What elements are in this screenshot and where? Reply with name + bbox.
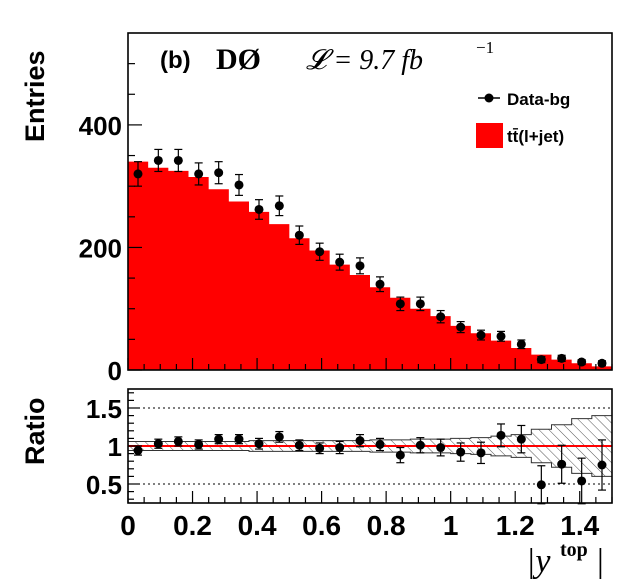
data-point (133, 169, 143, 179)
data-point (254, 204, 264, 214)
x-axis-title: |y top | (526, 539, 604, 580)
ratio-reference-lines (128, 407, 612, 485)
data-point (436, 312, 446, 322)
ratio-y-tick-label: 1 (108, 432, 122, 462)
data-point (476, 330, 486, 340)
luminosity-label: 𝓛 = 9.7 fb (306, 45, 423, 76)
legend-data-marker (484, 93, 494, 103)
x-tick-label: 1 (443, 510, 459, 541)
data-point (294, 230, 304, 240)
main-y-axis-title: Entries (20, 50, 50, 142)
y-tick-label: 400 (79, 111, 122, 141)
data-point (597, 358, 607, 368)
data-point (274, 201, 284, 211)
legend-data-label: Data-bg (507, 90, 570, 109)
data-point (577, 357, 587, 367)
ratio-point (274, 432, 284, 442)
data-point (536, 355, 546, 365)
ratio-point (516, 434, 526, 444)
ratio-point (496, 430, 506, 440)
x-tick-label: 0.2 (173, 510, 212, 541)
x-tick-label: 0 (120, 510, 136, 541)
x-axis-title-close: | (597, 543, 604, 580)
data-bg-points (133, 148, 607, 368)
ratio-point (133, 446, 143, 456)
ratio-point (294, 440, 304, 450)
ratio-point (214, 434, 224, 444)
data-point (173, 155, 183, 165)
ratio-point (456, 447, 466, 457)
ratio-y-tick-label: 0.5 (86, 470, 122, 500)
ratio-point (173, 436, 183, 446)
ratio-point (194, 439, 204, 449)
data-point (516, 339, 526, 349)
ratio-point (355, 436, 365, 446)
ratio-point (375, 439, 385, 449)
data-point (194, 169, 204, 179)
main-panel: 0 200 400 (79, 32, 613, 386)
ratio-point (234, 434, 244, 444)
data-point (153, 155, 163, 165)
ratio-y-ticks: 0.5 1 1.5 (86, 392, 140, 500)
ratio-point (536, 480, 546, 490)
main-frame (127, 32, 613, 371)
legend-mc-swatch (476, 123, 503, 148)
x-tick-label: 0.4 (238, 510, 277, 541)
ratio-x-ticks: 0 0.2 0.4 0.6 0.8 1 1.2 1.4 (120, 491, 613, 541)
y-tick-label: 0 (108, 356, 122, 386)
experiment-label: DØ (216, 43, 261, 76)
ratio-point (395, 450, 405, 460)
ratio-y-axis-title: Ratio (20, 398, 50, 466)
data-point (315, 247, 325, 257)
main-y-ticks: 0 200 400 (79, 63, 142, 386)
data-point (234, 180, 244, 190)
ratio-point (476, 448, 486, 458)
ratio-point (597, 460, 607, 470)
ratio-frame (127, 388, 613, 504)
x-axis-title-sup: top (560, 539, 588, 561)
data-point (415, 299, 425, 309)
data-point (355, 261, 365, 271)
ratio-point (254, 439, 264, 449)
ratio-point (577, 476, 587, 486)
data-point (335, 257, 345, 267)
main-x-ticks (127, 358, 613, 370)
data-point (456, 322, 466, 332)
x-axis-title-main: |y (526, 543, 551, 580)
ratio-point (436, 443, 446, 453)
panel-label: (b) (160, 47, 191, 74)
data-point (375, 279, 385, 289)
ratio-panel: 0.5 1 1.5 0 0.2 0.4 0.6 0.8 1 1.2 1.4 (86, 388, 613, 541)
legend-mc-label: tt̄(l+jet) (507, 127, 564, 146)
ttbar-mc-histogram (128, 161, 612, 370)
ratio-y-tick-label: 1.5 (86, 394, 122, 424)
data-point (395, 299, 405, 309)
data-point (496, 331, 506, 341)
ratio-points (133, 423, 607, 505)
data-point (214, 168, 224, 178)
x-tick-label: 0.6 (302, 510, 341, 541)
ratio-point (335, 443, 345, 453)
ratio-point (415, 440, 425, 450)
y-tick-label: 200 (79, 233, 122, 263)
ratio-point (315, 443, 325, 453)
ratio-point (153, 439, 163, 449)
data-point (557, 353, 567, 363)
ratio-point (557, 459, 567, 469)
x-tick-label: 1.4 (560, 510, 599, 541)
x-tick-label: 0.8 (367, 510, 406, 541)
legend: Data-bg tt̄(l+jet) (476, 90, 570, 148)
luminosity-exponent: −1 (476, 38, 494, 57)
x-tick-label: 1.2 (496, 510, 535, 541)
